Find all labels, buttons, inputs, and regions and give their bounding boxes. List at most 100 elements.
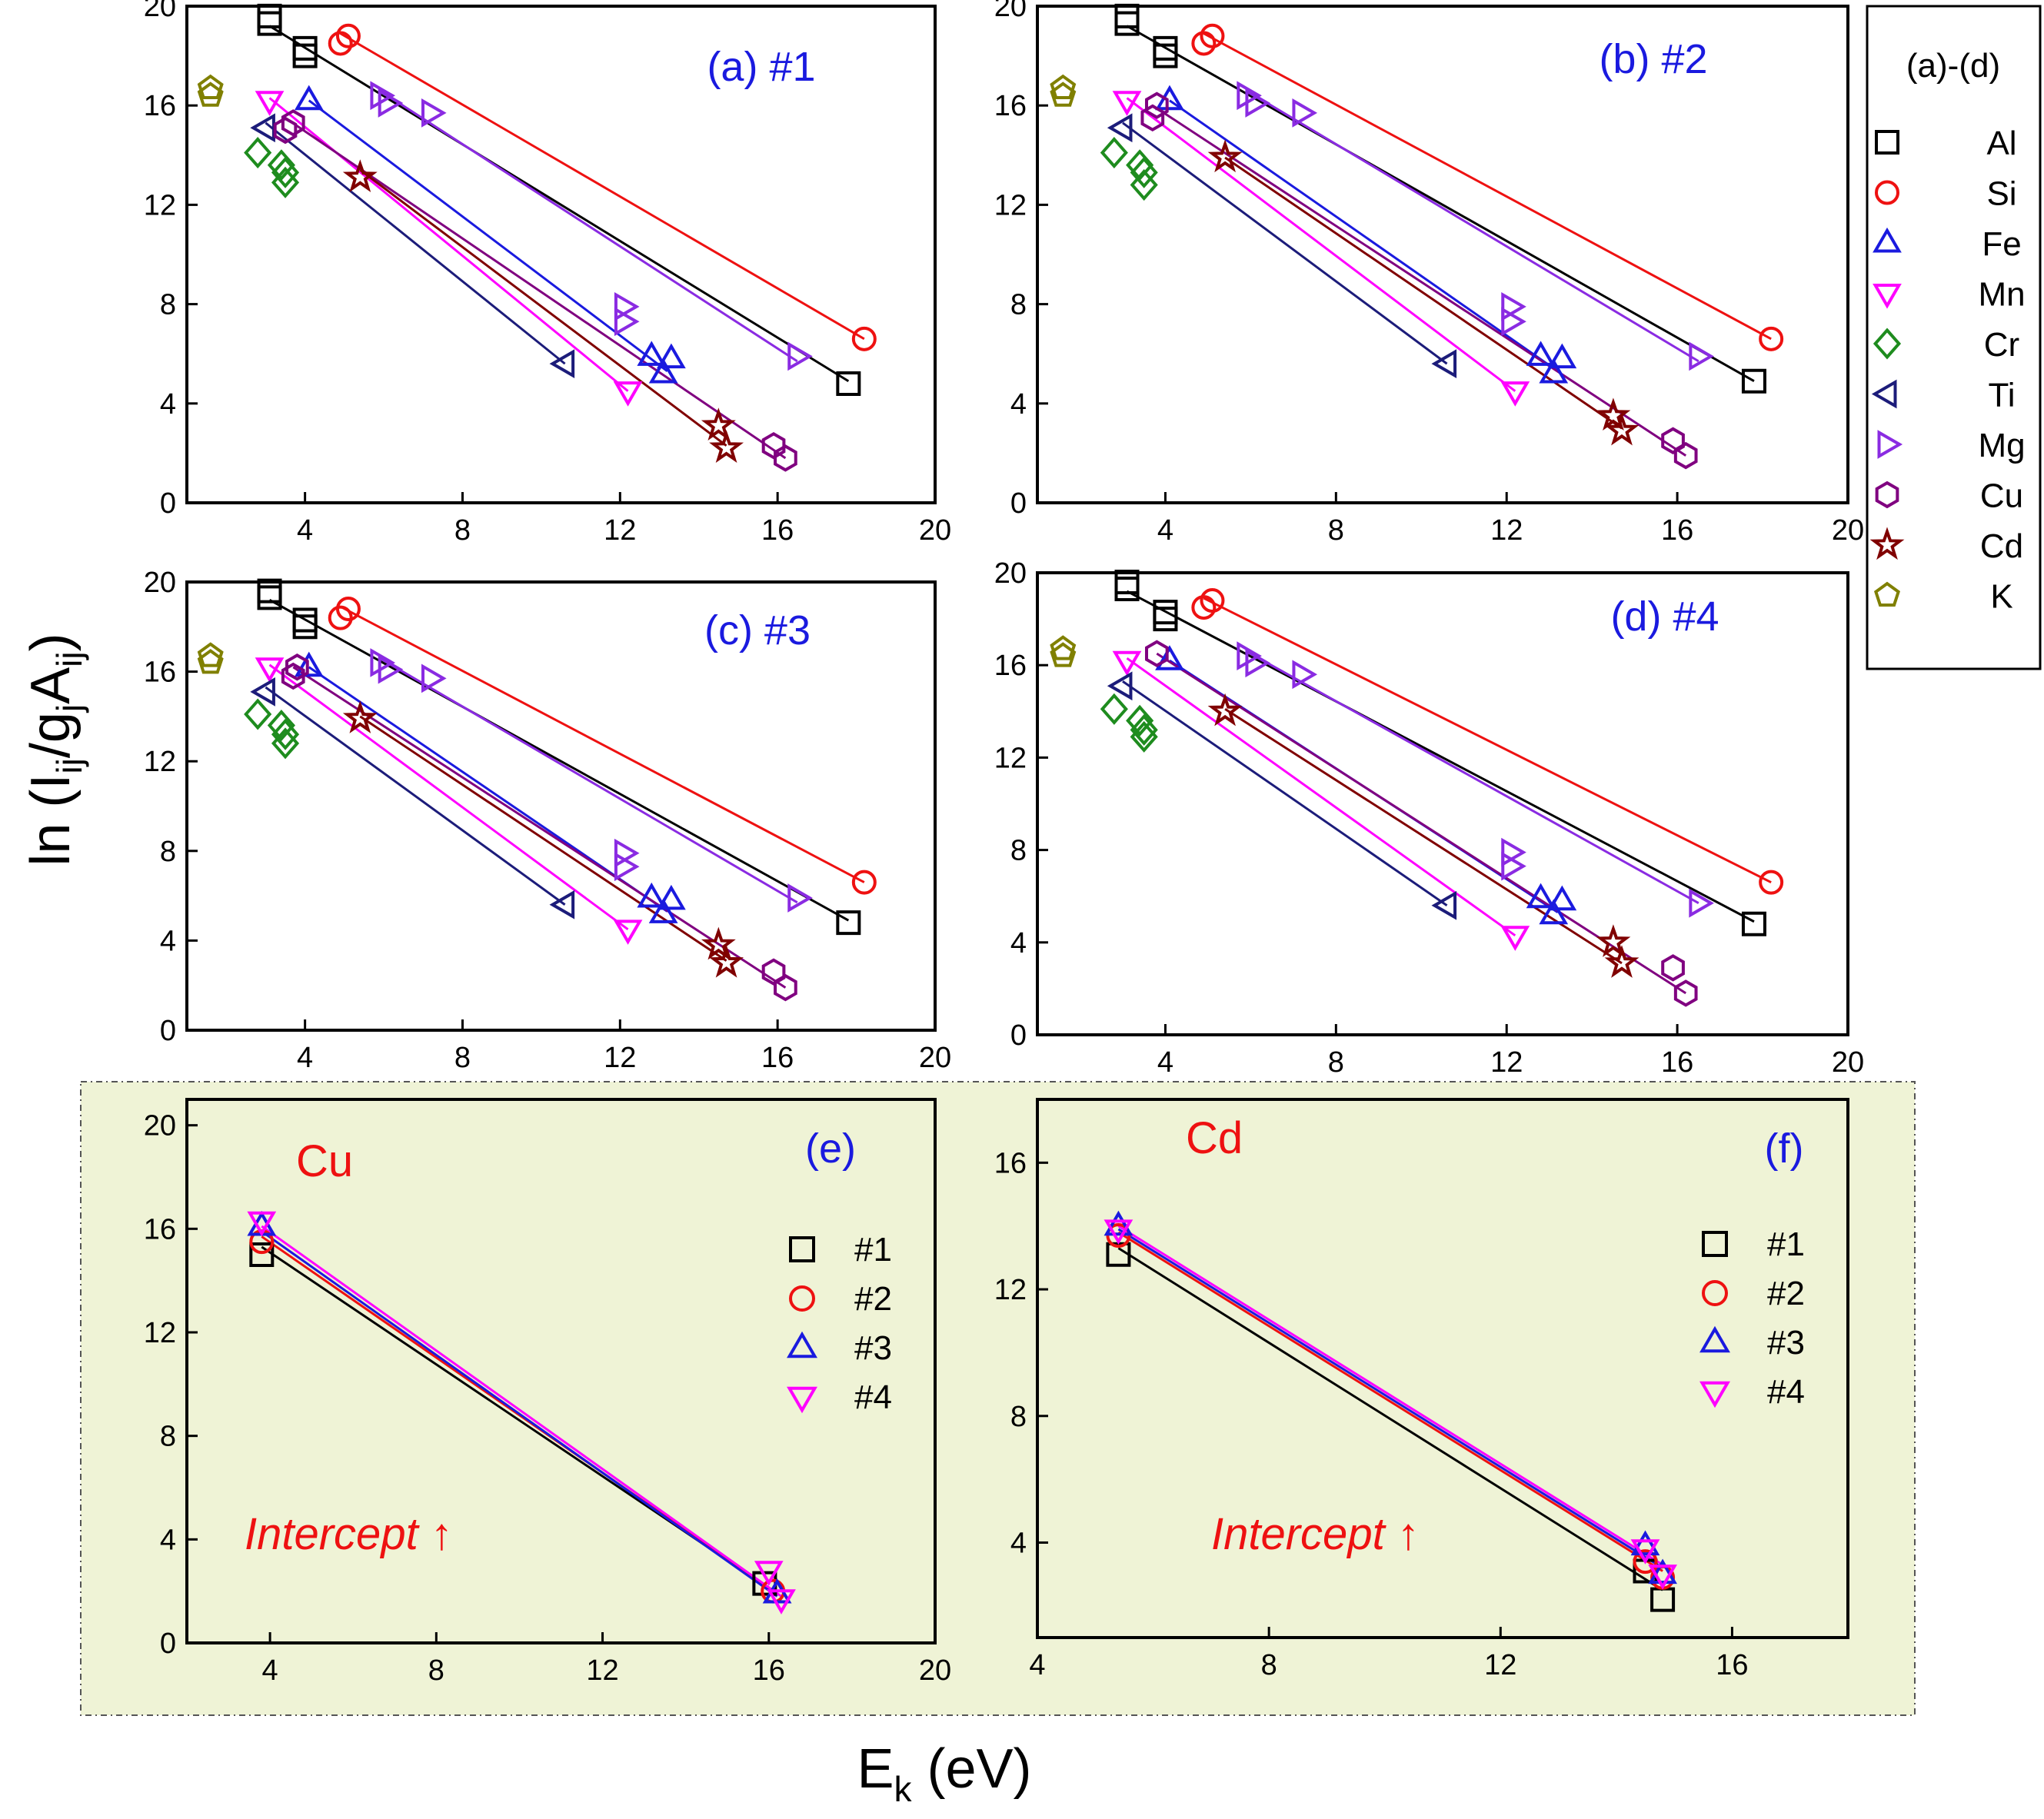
y-tick-label: 20	[144, 1110, 176, 1142]
x-tick-label: 12	[1490, 514, 1523, 547]
plot-frame	[1036, 571, 1849, 1036]
x-tick-label: 8	[454, 514, 471, 547]
data-point-Cu	[1661, 427, 1685, 454]
fit-line-n2	[1117, 1231, 1663, 1572]
plot-frame	[1036, 1098, 1849, 1639]
data-point-Mn	[255, 657, 285, 683]
plot-area	[187, 1099, 935, 1643]
x-tick-label: 16	[761, 1042, 794, 1074]
data-point-Cu	[774, 444, 797, 472]
data-point-Cr	[1100, 693, 1128, 725]
panel-tag: (d) #4	[1610, 594, 1719, 640]
x-tick-label: 12	[604, 1042, 636, 1074]
data-point-Fe	[1155, 645, 1184, 670]
x-tick-label: 20	[919, 1654, 951, 1687]
data-point-n4	[1104, 1219, 1134, 1245]
x-tick-label: 12	[604, 514, 636, 547]
data-point-Mg	[1501, 307, 1526, 337]
data-point-Mg	[614, 307, 640, 337]
y-tick-label: 20	[144, 0, 176, 23]
legend-marker-Cd	[1869, 527, 1905, 560]
data-point-K	[197, 74, 224, 100]
data-point-Mg	[1501, 837, 1526, 867]
data-point-n4	[754, 1561, 784, 1586]
element-title: Cu	[296, 1136, 353, 1186]
x-tick-label: 8	[1261, 1649, 1277, 1681]
legend-label: #4	[854, 1378, 892, 1416]
data-point-Cr	[271, 727, 300, 760]
legend-label: Cd	[1980, 527, 2023, 565]
fit-line-Mn	[268, 663, 629, 931]
data-point-Mn	[1112, 91, 1142, 116]
legend-marker-Cr	[1873, 328, 1902, 360]
data-point-Ti	[1107, 113, 1133, 143]
legend-marker-Al	[1875, 130, 1899, 155]
data-point-Mn	[1112, 650, 1142, 677]
data-point-Ti	[1431, 890, 1457, 920]
x-tick-label: 4	[297, 514, 313, 547]
y-tick-label: 12	[144, 189, 176, 221]
series-legend: #1 #2 #3 #4	[1699, 1225, 1805, 1411]
data-point-Ti	[549, 890, 575, 919]
x-tick-label: 8	[454, 1042, 471, 1074]
data-point-Fe	[648, 357, 678, 384]
data-point-Cd	[1604, 945, 1640, 978]
legend-label: #3	[854, 1329, 892, 1367]
data-point-Ti	[250, 677, 275, 707]
data-point-Cd	[701, 407, 736, 441]
y-tick-label: 16	[994, 650, 1027, 682]
legend-marker-n3	[1699, 1325, 1730, 1353]
y-tick-label: 12	[144, 1317, 176, 1349]
data-point-Mn	[255, 91, 285, 116]
fit-line-Ti	[265, 686, 566, 906]
data-point-Al	[292, 35, 318, 61]
data-point-n3	[1648, 1558, 1677, 1585]
fit-line-Cd	[359, 168, 727, 447]
x-tick-label: 4	[262, 1654, 278, 1687]
y-tick-label: 16	[144, 1213, 176, 1245]
fit-line-Al	[268, 25, 850, 383]
data-point-Si	[1759, 326, 1784, 351]
y-tick-label: 16	[994, 90, 1027, 122]
series-legend: #1 #2 #3 #4	[787, 1231, 892, 1416]
data-point-Al	[1741, 911, 1766, 936]
data-point-Al	[1741, 368, 1766, 394]
data-point-K	[1050, 74, 1077, 100]
data-point-n4	[247, 1211, 277, 1237]
data-point-Cr	[1130, 713, 1158, 746]
data-point-Si	[335, 23, 361, 48]
legend-marker-Fe	[1873, 227, 1902, 253]
data-point-n1	[249, 1242, 275, 1267]
fit-line-Cu	[1156, 652, 1687, 995]
y-tick-label: 12	[994, 1274, 1027, 1306]
plot-frame	[185, 580, 937, 1032]
y-tick-label: 4	[160, 388, 176, 421]
data-point-Cr	[244, 137, 272, 169]
y-tick-label: 8	[1010, 289, 1027, 321]
legend-marker-n2	[789, 1285, 815, 1312]
data-point-Cr	[244, 698, 272, 730]
x-tick-label: 16	[753, 1654, 785, 1687]
data-point-Cd	[1596, 924, 1631, 957]
x-tick-label: 12	[1484, 1649, 1516, 1681]
legend-label: #2	[1767, 1275, 1805, 1312]
y-tick-label: 8	[160, 289, 176, 321]
legend-marker-Mg	[1877, 430, 1903, 459]
legend-marker-n4	[787, 1386, 817, 1414]
fit-line-Mg	[1246, 89, 1699, 363]
y-tick-label: 20	[144, 567, 176, 599]
x-tick-label: 4	[1029, 1649, 1045, 1681]
plot-frame	[185, 1098, 937, 1644]
data-point-Cd	[709, 944, 744, 978]
panel-f: 4 8 12 16 4 8 12 16 (f) Cd Intercept ↑ #1 #2 #3 #4	[994, 1098, 1849, 1681]
fit-line-Cd	[1224, 708, 1623, 965]
data-point-Al	[292, 607, 318, 633]
legend-marker-Ti	[1871, 379, 1897, 409]
data-point-Fe	[1539, 357, 1569, 384]
data-point-Fe	[1526, 341, 1556, 366]
legend-marker-K	[1873, 581, 1901, 607]
data-point-Mn	[1500, 926, 1530, 951]
data-point-Fe	[1547, 343, 1577, 369]
y-tick-label: 4	[1010, 1527, 1027, 1559]
